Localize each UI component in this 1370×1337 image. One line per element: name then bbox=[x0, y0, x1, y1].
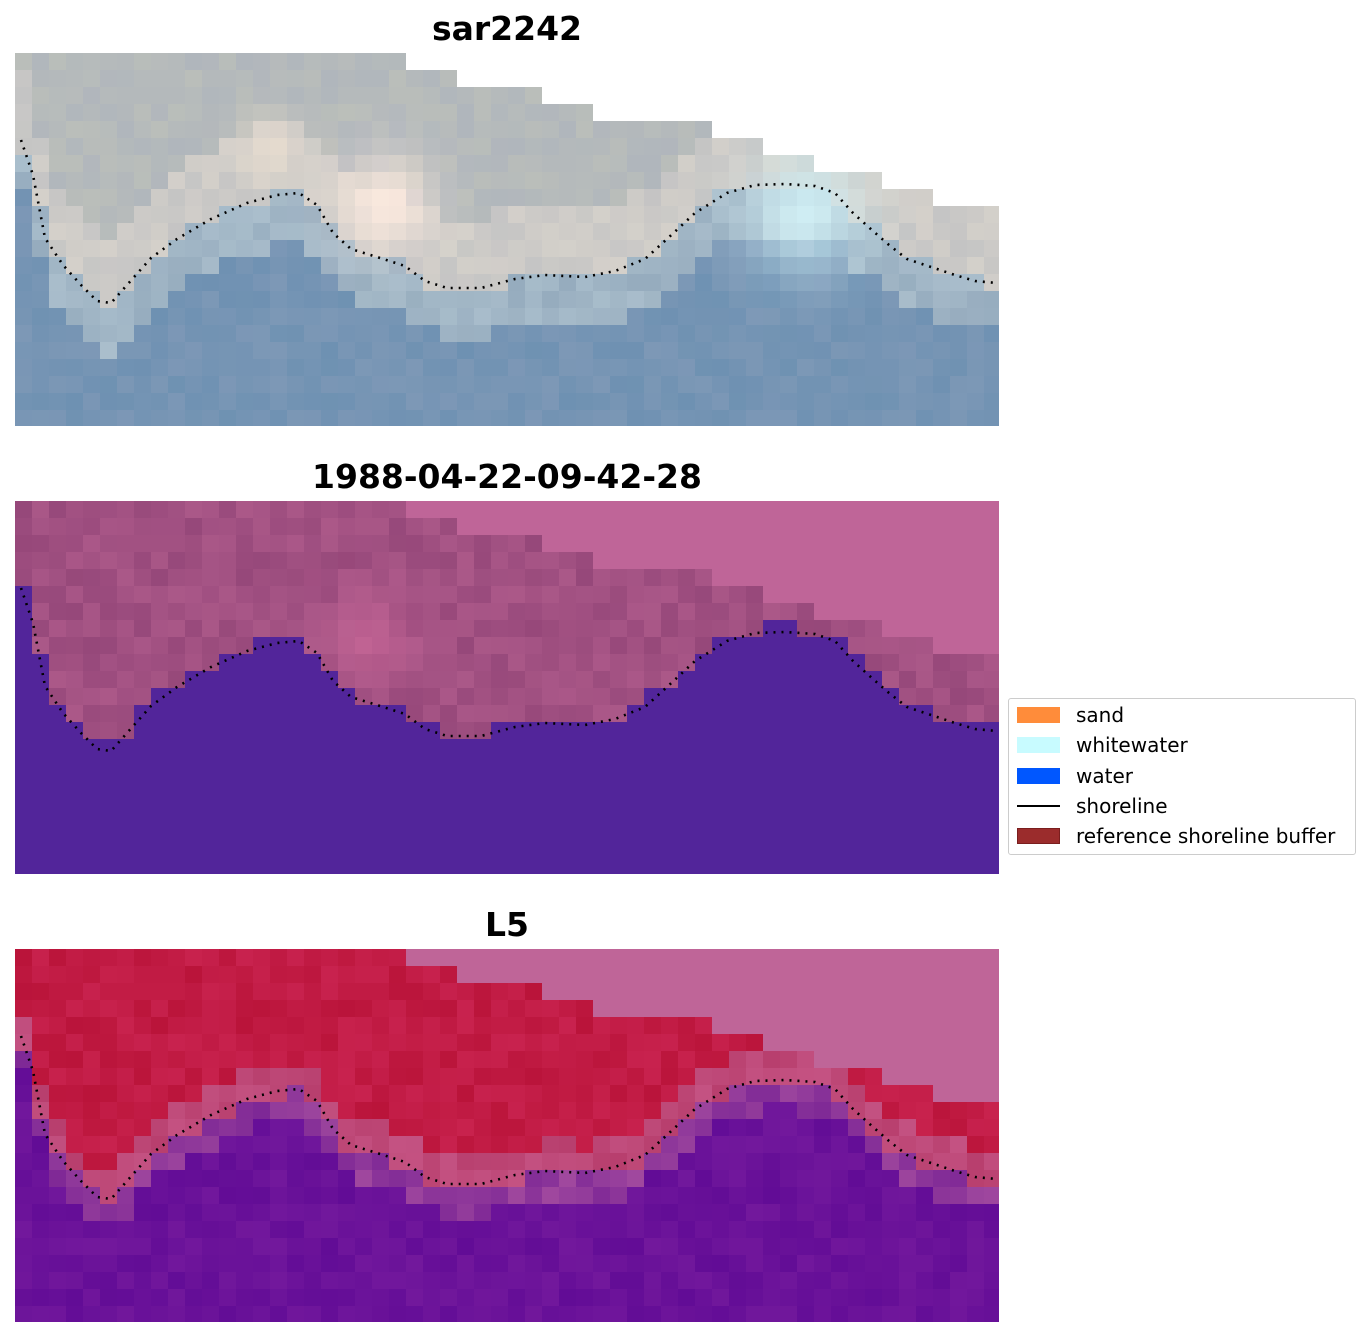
legend-item-water: water bbox=[1017, 764, 1133, 788]
legend-label: reference shoreline buffer bbox=[1076, 824, 1336, 848]
legend-label: sand bbox=[1076, 703, 1125, 727]
reference-shoreline-dots bbox=[19, 1035, 998, 1201]
sar-image-panel bbox=[15, 53, 999, 426]
legend-item-whitewater: whitewater bbox=[1017, 733, 1188, 757]
legend-item-shoreline: shoreline bbox=[1017, 794, 1168, 818]
legend: sand whitewater water shoreline referenc… bbox=[1008, 698, 1356, 855]
reference-shoreline-dots bbox=[19, 587, 998, 753]
reference-buffer-swatch bbox=[1017, 828, 1060, 844]
legend-item-reference-buffer: reference shoreline buffer bbox=[1017, 824, 1336, 848]
shoreline-line-swatch bbox=[1017, 805, 1060, 807]
legend-label: shoreline bbox=[1076, 794, 1168, 818]
sand-swatch bbox=[1017, 707, 1060, 723]
legend-label: whitewater bbox=[1076, 733, 1188, 757]
water-swatch bbox=[1017, 768, 1060, 784]
panel-title-3: L5 bbox=[485, 905, 529, 944]
reference-shoreline-dots bbox=[19, 139, 998, 305]
l5-probability-panel bbox=[15, 949, 999, 1322]
legend-item-sand: sand bbox=[1017, 703, 1125, 727]
panel-title-2: 1988-04-22-09-42-28 bbox=[312, 457, 702, 496]
classified-image-panel bbox=[15, 501, 999, 874]
legend-label: water bbox=[1076, 764, 1133, 788]
whitewater-swatch bbox=[1017, 737, 1060, 753]
panel-title-1: sar2242 bbox=[431, 9, 583, 48]
